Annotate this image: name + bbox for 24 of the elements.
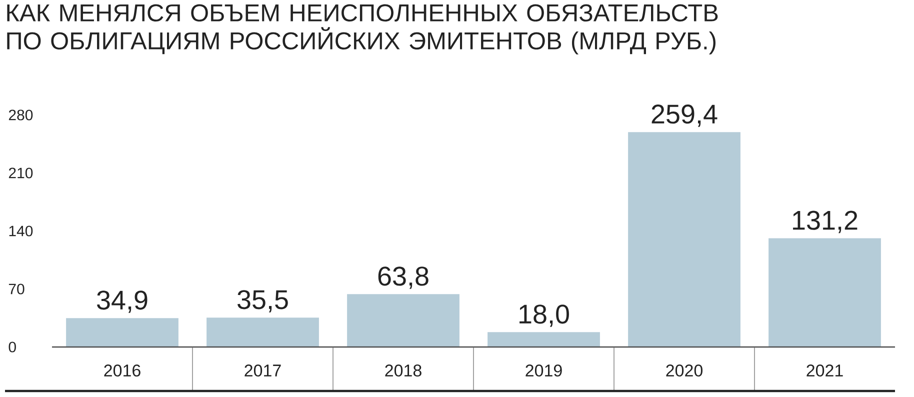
data-label: 63,8	[378, 266, 428, 289]
y-tick-label: 210	[8, 168, 33, 178]
bar	[347, 294, 460, 347]
bar	[206, 318, 319, 347]
x-tick-label: 2021	[806, 364, 843, 377]
bar	[628, 132, 740, 347]
data-label: 35,5	[238, 290, 288, 312]
x-tick-label: 2018	[385, 364, 422, 377]
y-tick-label: 140	[9, 226, 33, 236]
y-tick-label: 280	[8, 110, 33, 120]
data-label: 18,0	[520, 304, 569, 327]
x-tick-label: 2016	[104, 364, 140, 377]
x-tick-label: 2020	[666, 364, 702, 377]
y-tick-label: 0	[8, 342, 16, 352]
bar	[66, 318, 178, 347]
y-tick-label: 70	[8, 284, 24, 294]
bar	[768, 238, 881, 347]
chart-title: КАК МЕНЯЛСЯ ОБЪЕМ НЕИСПОЛНЕННЫХ ОБЯЗАТЕЛЬСТВ ПО ОБЛИГАЦИЯМ РОССИЙСКИХ ЭМИТЕНТОВ (МЛРД РУБ.)	[7, 4, 718, 54]
x-tick-label: 2017	[244, 364, 281, 377]
data-label: 131,2	[793, 210, 858, 234]
data-label: 259,4	[652, 104, 718, 127]
bar	[488, 332, 600, 347]
x-tick-label: 2019	[526, 364, 562, 377]
data-label: 34,9	[97, 290, 148, 313]
